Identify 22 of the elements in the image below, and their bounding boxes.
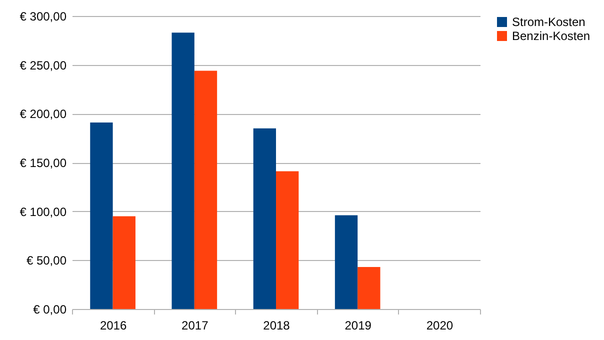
- x-tick-label: 2019: [344, 318, 372, 332]
- y-tick-label: € 250,00: [20, 58, 67, 72]
- y-tick-label: € 50,00: [26, 254, 67, 268]
- bar: [358, 267, 380, 309]
- bar: [276, 171, 299, 309]
- x-tick-label: 2017: [182, 318, 209, 332]
- y-tick-label: € 100,00: [20, 204, 67, 219]
- bar: [194, 70, 218, 309]
- y-tick-label: € 0,00: [33, 302, 67, 316]
- x-tick-label: 2020: [426, 318, 454, 332]
- bar: [334, 215, 358, 309]
- bar: [90, 122, 113, 309]
- x-tick-label: 2016: [100, 318, 127, 332]
- bar: [112, 216, 136, 309]
- legend-label: Benzin-Kosten: [512, 29, 590, 43]
- x-tick-label: 2018: [263, 318, 290, 332]
- y-tick-label: € 150,00: [20, 156, 67, 170]
- y-tick-label: € 200,00: [20, 107, 67, 122]
- bar: [172, 32, 194, 309]
- bar: [253, 128, 276, 309]
- legend-label: Strom-Kosten: [512, 15, 586, 29]
- y-tick-label: € 300,00: [20, 10, 67, 24]
